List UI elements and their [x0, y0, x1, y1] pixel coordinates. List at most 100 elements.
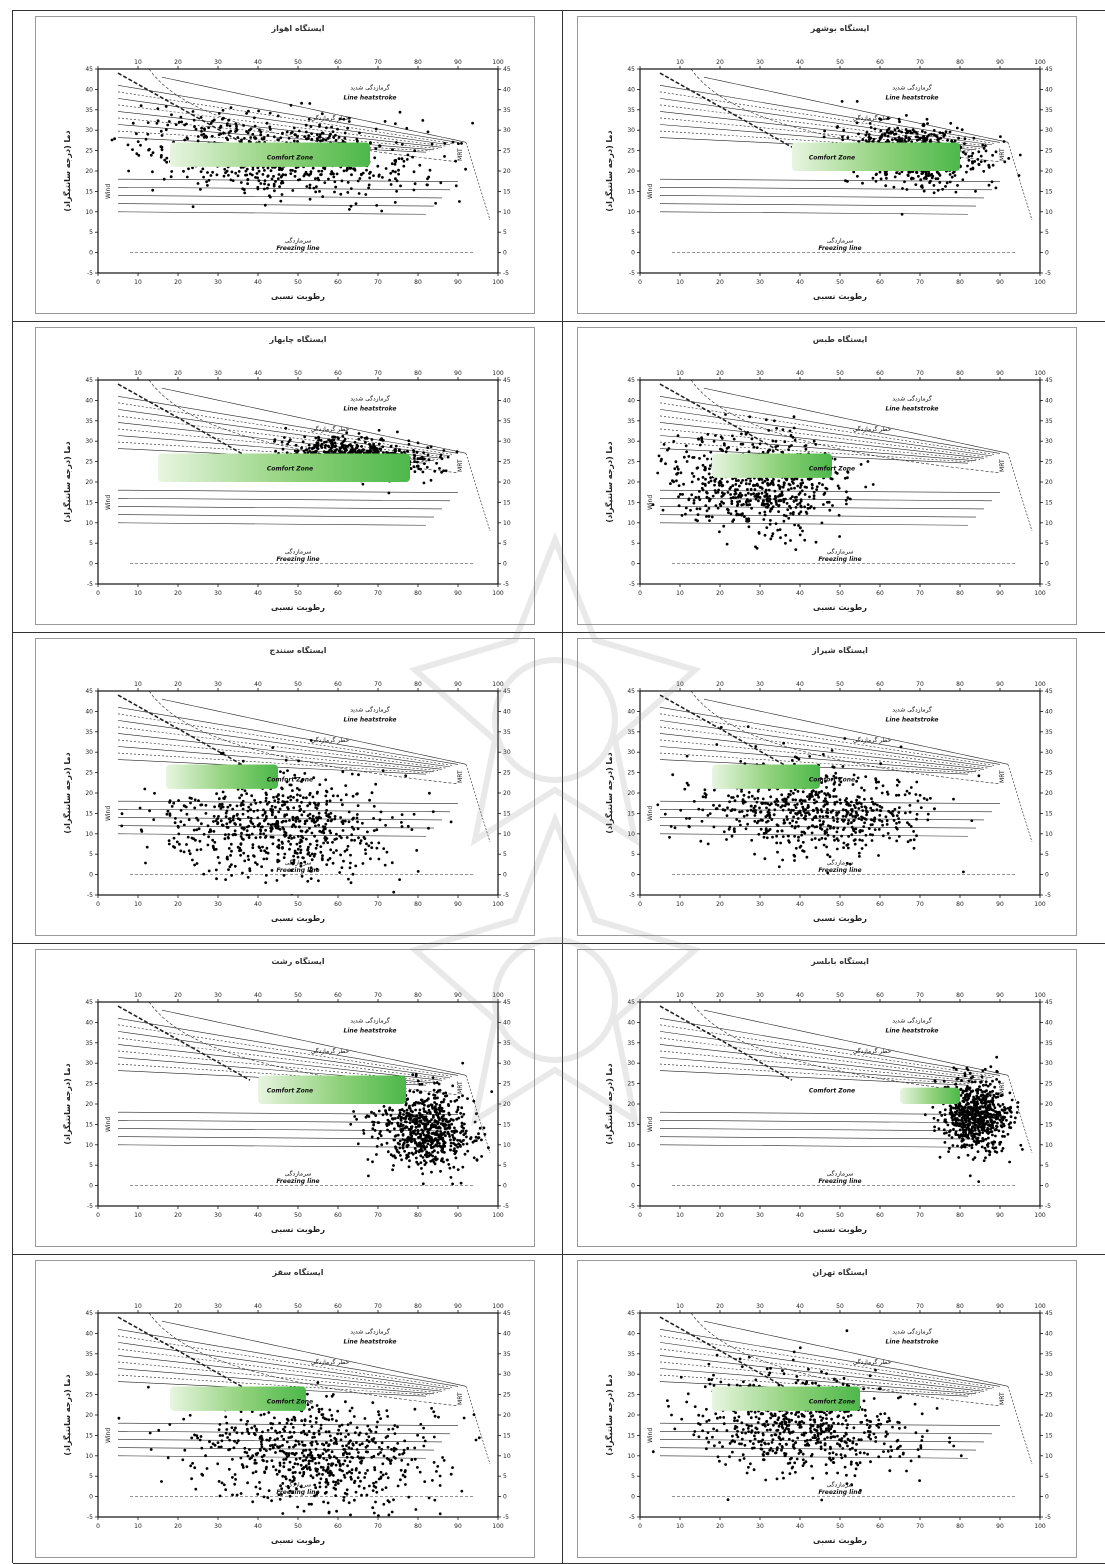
data-point [208, 870, 211, 873]
data-point [815, 816, 818, 819]
data-point [341, 446, 344, 449]
data-point [247, 876, 250, 879]
data-point [193, 125, 196, 128]
data-point [173, 846, 176, 849]
data-point [779, 536, 782, 539]
data-point [824, 830, 827, 833]
data-point [865, 834, 868, 837]
data-point [165, 105, 168, 108]
y-tick-label: 35 [85, 418, 93, 425]
data-point [241, 837, 244, 840]
data-point [757, 496, 760, 499]
data-point [734, 496, 737, 499]
data-point [441, 457, 444, 460]
data-point [350, 839, 353, 842]
y-tick-label: 10 [627, 520, 635, 527]
data-point [914, 183, 917, 186]
data-point [328, 135, 331, 138]
x-tick-label: 40 [796, 901, 804, 908]
y-tick-label-right: 35 [1045, 418, 1053, 425]
data-point [197, 140, 200, 143]
data-point [413, 460, 416, 463]
data-point [170, 170, 173, 173]
comfort-zone-label: Comfort Zone [809, 777, 855, 784]
data-point [808, 496, 811, 499]
data-point [146, 846, 149, 849]
data-point [433, 470, 436, 473]
data-point [356, 817, 359, 820]
x-tick-label-top: 10 [676, 370, 684, 377]
y-tick-label-right: 5 [1045, 540, 1049, 547]
data-point [874, 128, 877, 131]
data-point [265, 792, 268, 795]
data-point [905, 128, 908, 131]
data-point [836, 125, 839, 128]
data-point [342, 822, 345, 825]
data-point [247, 825, 250, 828]
data-point [810, 793, 813, 796]
data-point [165, 157, 168, 160]
data-point [804, 493, 807, 496]
data-point [700, 437, 703, 440]
data-point [263, 858, 266, 861]
data-point [279, 136, 282, 139]
data-point [727, 491, 730, 494]
data-point [299, 845, 302, 848]
data-point [111, 139, 114, 142]
data-point [312, 167, 315, 170]
x-tick-label-top: 50 [836, 681, 844, 688]
data-point [200, 170, 203, 173]
data-point [792, 798, 795, 801]
data-point [344, 820, 347, 823]
x-tick-label-top: 20 [716, 681, 724, 688]
data-point [370, 450, 373, 453]
mrt-label: MRT [457, 148, 464, 161]
x-tick-label: 0 [96, 1212, 100, 1219]
x-tick-label-top: 100 [1034, 59, 1046, 66]
data-point [197, 182, 200, 185]
y-tick-label: 20 [627, 168, 635, 175]
data-point [873, 818, 876, 821]
x-tick-label-top: 80 [414, 59, 422, 66]
data-point [328, 445, 331, 448]
data-point [898, 136, 901, 139]
data-point [784, 542, 787, 545]
data-point [237, 846, 240, 849]
data-point [849, 498, 852, 501]
data-point [300, 801, 303, 804]
data-point [189, 852, 192, 855]
data-point [369, 448, 372, 451]
x-tick-label-top: 20 [174, 681, 182, 688]
x-tick-label: 20 [716, 901, 724, 908]
data-point [708, 467, 711, 470]
y-tick-label: -5 [87, 581, 93, 588]
data-point [898, 120, 901, 123]
data-point [800, 814, 803, 817]
data-point [965, 171, 968, 174]
y-tick-label-right: 5 [1045, 229, 1049, 236]
data-point [223, 175, 226, 178]
data-point [745, 479, 748, 482]
y-tick-label: 45 [627, 66, 635, 73]
x-tick-label: 90 [454, 901, 462, 908]
data-point [395, 190, 398, 193]
data-point [865, 844, 868, 847]
data-point [394, 201, 397, 204]
data-point [851, 826, 854, 829]
data-point [847, 496, 850, 499]
y-tick-label-right: 10 [1045, 520, 1053, 527]
data-point [283, 874, 286, 877]
data-point [722, 525, 725, 528]
data-point [300, 839, 303, 842]
data-point [350, 833, 353, 836]
data-point [180, 116, 183, 119]
data-point [222, 132, 225, 135]
data-point [769, 795, 772, 798]
data-point [443, 142, 446, 145]
y-tick-label: 5 [89, 1162, 93, 1169]
data-point [698, 457, 701, 460]
data-point [751, 438, 754, 441]
data-point [702, 476, 705, 479]
x-axis-label: رطوبت نسبی [813, 292, 867, 301]
data-point [259, 133, 262, 136]
